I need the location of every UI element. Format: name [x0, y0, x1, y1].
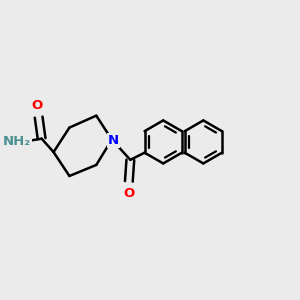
Text: O: O	[123, 187, 134, 200]
Text: N: N	[108, 134, 119, 147]
Text: NH₂: NH₂	[3, 135, 31, 148]
Text: O: O	[32, 99, 43, 112]
